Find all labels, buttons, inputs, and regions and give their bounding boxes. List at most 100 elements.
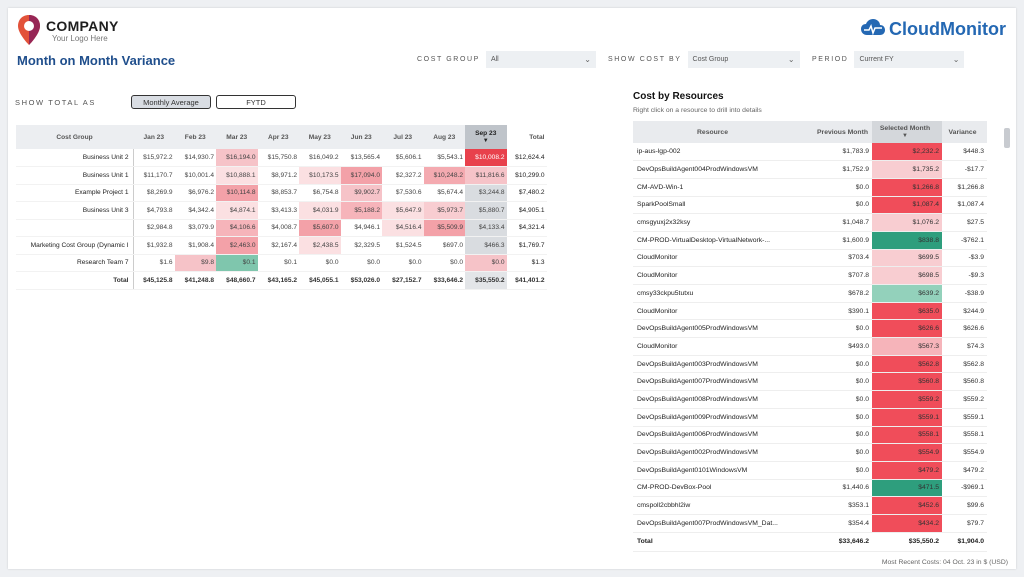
resource-row[interactable]: SparkPoolSmall $0.0 $1,087.4 $1,087.4 [633,196,987,215]
previous-month-column-header[interactable]: Previous Month [796,121,872,143]
month-column-header[interactable]: Mar 23 [216,125,258,149]
matrix-row[interactable]: Business Unit 2 $15,972.2 $14,930.7 $16,194… [16,149,547,167]
resources-scrollbar[interactable] [1004,128,1010,148]
monthly-average-button[interactable]: Monthly Average [131,95,211,109]
matrix-cell[interactable]: $5,509.9 [423,219,465,237]
matrix-cell[interactable]: $5,674.4 [423,184,465,202]
matrix-cell[interactable]: $9.8 [174,254,216,272]
matrix-cell[interactable]: $5,543.1 [423,149,465,167]
matrix-cell[interactable]: $0.0 [423,254,465,272]
matrix-cell[interactable]: $10,114.8 [216,184,258,202]
matrix-cell[interactable]: $5,880.7 [465,201,507,220]
matrix-cell[interactable]: $0.1 [216,254,258,272]
matrix-cell[interactable]: $697.0 [423,236,465,255]
resource-row[interactable]: DevOpsBuildAgent003ProdWindowsVM $0.0 $562… [633,355,987,374]
resource-name[interactable]: CM-PROD-VirtualDesktop-VirtualNetwork-..… [633,231,796,250]
matrix-cell[interactable]: $14,930.7 [174,149,216,167]
matrix-cell[interactable]: $5,607.0 [299,219,341,237]
resource-name[interactable]: DevOpsBuildAgent0101WindowsVM [633,461,796,480]
month-column-header[interactable]: Jun 23 [340,125,382,149]
resource-name[interactable]: DevOpsBuildAgent005ProdWindowsVM [633,319,796,339]
fytd-button[interactable]: FYTD [216,95,296,109]
cost-group-name[interactable]: Marketing Cost Group (Dynamic I [16,236,134,255]
resource-row[interactable]: CloudMonitor $707.8 $698.5 -$9.3 [633,266,987,285]
matrix-cell[interactable]: $6,754.8 [299,184,341,202]
month-column-header[interactable]: Aug 23 [423,125,465,149]
resource-row[interactable]: DevOpsBuildAgent007ProdWindowsVM_Dat... $… [633,514,987,533]
matrix-cell[interactable]: $9,902.7 [340,184,382,202]
selected-month-column-header[interactable]: Selected Month ▼ [872,121,942,143]
matrix-cell[interactable]: $5,188.2 [340,201,382,220]
matrix-cell[interactable]: $1.6 [133,254,175,272]
matrix-cell[interactable]: $2,327.2 [382,166,424,185]
month-column-header[interactable]: Sep 23 ▼ [465,125,507,149]
resource-row[interactable]: CloudMonitor $493.0 $567.3 $74.3 [633,337,987,356]
resource-name[interactable]: SparkPoolSmall [633,196,796,215]
cost-group-name[interactable]: Example Project 1 [16,184,134,202]
matrix-cell[interactable]: $2,167.4 [257,236,299,255]
resource-name[interactable]: DevOpsBuildAgent003ProdWindowsVM [633,355,796,374]
resource-row[interactable]: CM-PROD-DevBox-Pool $1,440.6 $471.5 -$969.1 [633,479,987,498]
cost-group-name[interactable]: Business Unit 3 [16,201,134,220]
matrix-cell[interactable]: $5,647.9 [382,201,424,220]
total-column-header[interactable]: Total [506,125,547,149]
matrix-cell[interactable]: $466.3 [465,236,507,255]
resource-name[interactable]: ip-aus-lgp-002 [633,143,796,162]
resource-name[interactable]: cmsgyuxj2x32ksy [633,213,796,232]
resource-name[interactable]: cmsy33ckpu5tutxu [633,284,796,303]
cost-group-name[interactable] [16,219,134,237]
matrix-cell[interactable]: $4,946.1 [340,219,382,237]
resource-row[interactable]: cmsy33ckpu5tutxu $678.2 $639.2 -$38.9 [633,284,987,303]
resource-row[interactable]: ip-aus-lgp-002 $1,783.9 $2,232.2 $448.3 [633,143,987,162]
matrix-cell[interactable]: $4,133.4 [465,219,507,237]
resource-name[interactable]: CloudMonitor [633,266,796,285]
matrix-cell[interactable]: $0.0 [465,254,507,272]
matrix-cell[interactable]: $11,816.6 [465,166,507,185]
matrix-cell[interactable]: $3,079.9 [174,219,216,237]
resource-name[interactable]: DevOpsBuildAgent002ProdWindowsVM [633,443,796,462]
show-cost-by-dropdown[interactable]: Cost Group ⌄ [687,51,800,68]
resource-name[interactable]: CM-PROD-DevBox-Pool [633,479,796,498]
matrix-cell[interactable]: $15,972.2 [133,149,175,167]
resource-name[interactable]: DevOpsBuildAgent006ProdWindowsVM [633,426,796,445]
resource-row[interactable]: DevOpsBuildAgent002ProdWindowsVM $0.0 $554… [633,443,987,462]
resource-row[interactable]: cmspoll2cbbhl2iw $353.1 $452.6 $99.6 [633,496,987,515]
resource-name[interactable]: CM-AVD-Win-1 [633,178,796,197]
matrix-cell[interactable]: $2,984.8 [133,219,175,237]
matrix-cell[interactable]: $3,413.3 [257,201,299,220]
matrix-cell[interactable]: $4,106.6 [216,219,258,237]
matrix-cell[interactable]: $4,516.4 [382,219,424,237]
matrix-cell[interactable]: $10,173.5 [299,166,341,185]
matrix-cell[interactable]: $4,342.4 [174,201,216,220]
matrix-row[interactable]: Business Unit 3 $4,793.8 $4,342.4 $4,874.1 $… [16,201,547,220]
matrix-cell[interactable]: $4,793.8 [133,201,175,220]
resource-name[interactable]: DevOpsBuildAgent007ProdWindowsVM [633,372,796,392]
resource-row[interactable]: DevOpsBuildAgent0101WindowsVM $0.0 $479.2 $… [633,461,987,480]
resource-name[interactable]: DevOpsBuildAgent008ProdWindowsVM [633,390,796,409]
matrix-cell[interactable]: $8,853.7 [257,184,299,202]
resource-name[interactable]: cmspoll2cbbhl2iw [633,496,796,515]
matrix-cell[interactable]: $3,244.8 [465,184,507,202]
resource-row[interactable]: DevOpsBuildAgent004ProdWindowsVM $1,752.9… [633,160,987,179]
cost-group-name[interactable]: Research Team 7 [16,254,134,272]
matrix-cell[interactable]: $4,874.1 [216,201,258,220]
matrix-cell[interactable]: $2,463.0 [216,236,258,255]
matrix-cell[interactable]: $10,248.2 [423,166,465,185]
matrix-cell[interactable]: $0.0 [299,254,341,272]
matrix-cell[interactable]: $15,750.8 [257,149,299,167]
cost-group-name[interactable]: Business Unit 2 [16,149,134,167]
resource-name[interactable]: DevOpsBuildAgent004ProdWindowsVM [633,160,796,179]
matrix-cell[interactable]: $8,971.2 [257,166,299,185]
matrix-cell[interactable]: $11,170.7 [133,166,175,185]
matrix-cell[interactable]: $0.1 [257,254,299,272]
matrix-cell[interactable]: $5,606.1 [382,149,424,167]
matrix-cell[interactable]: $7,530.6 [382,184,424,202]
matrix-cell[interactable]: $10,888.1 [216,166,258,185]
resource-row[interactable]: CM-PROD-VirtualDesktop-VirtualNetwork-..… [633,231,987,250]
matrix-cell[interactable]: $16,049.2 [299,149,341,167]
resource-row[interactable]: DevOpsBuildAgent008ProdWindowsVM $0.0 $559… [633,390,987,409]
month-column-header[interactable]: Feb 23 [174,125,216,149]
month-column-header[interactable]: May 23 [299,125,341,149]
month-column-header[interactable]: Jan 23 [133,125,175,149]
matrix-cell[interactable]: $6,976.2 [174,184,216,202]
